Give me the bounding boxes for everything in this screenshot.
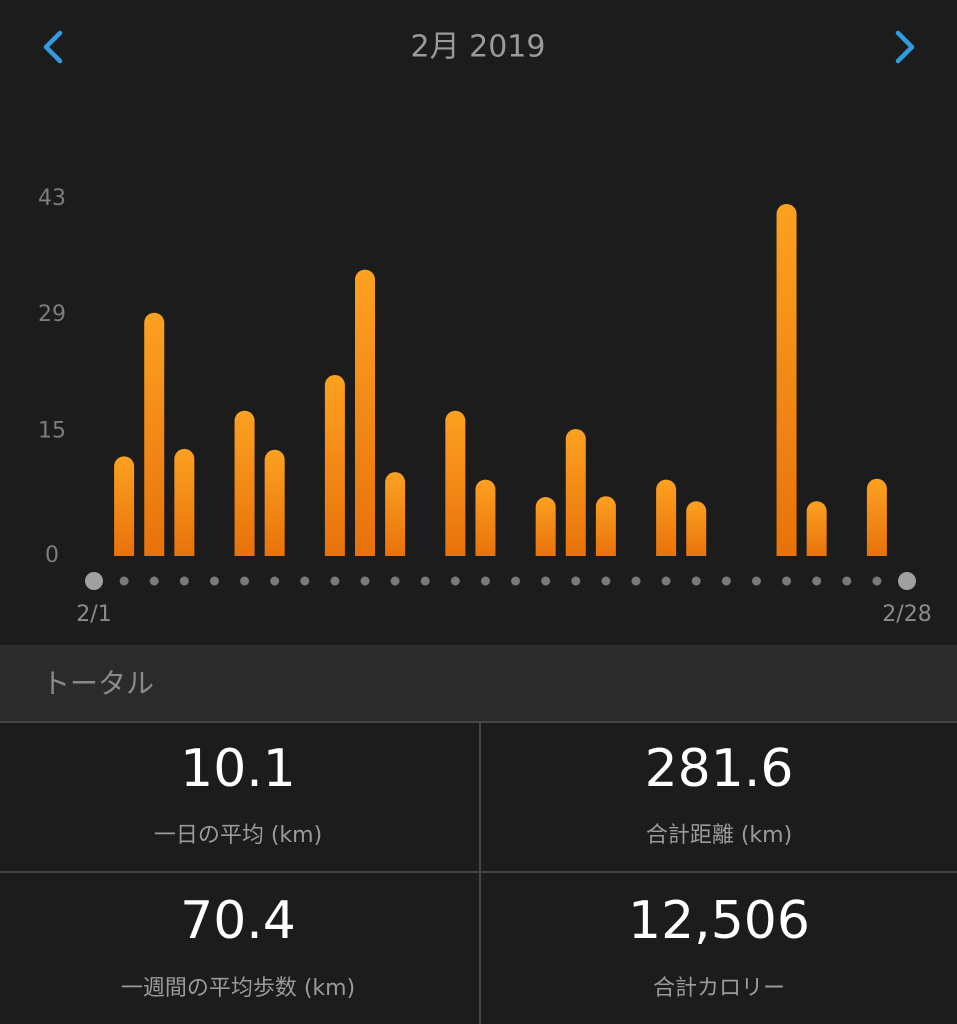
bar [535,497,556,556]
bar [445,410,466,556]
day-dot [360,576,370,586]
bar [656,479,677,556]
bar [174,448,195,556]
day-dot [480,576,490,586]
bar [565,428,586,556]
bar [324,375,345,556]
day-dot [450,576,460,586]
day-dot [541,576,551,586]
day-dot [872,576,882,586]
month-title: 2月 2019 [411,30,546,65]
y-tick-label: 29 [38,302,66,327]
section-header [0,645,957,722]
bar [595,496,616,556]
day-dot [390,576,400,586]
day-dot [420,576,430,586]
x-tick-label: 2/1 [76,602,111,627]
bar [355,269,375,556]
bar [776,203,797,557]
stat-label: 一週間の平均歩数 (km) [121,976,355,1001]
day-dot [270,576,280,586]
stat-label: 合計カロリー [653,976,785,1001]
stat-label: 一日の平均 (km) [154,823,322,848]
section-title: トータル [42,667,154,700]
bar [385,472,406,556]
next-month-button[interactable] [895,30,915,64]
day-dot [85,572,103,590]
day-dot [330,576,340,586]
day-dot [721,576,731,586]
y-tick-label: 15 [38,418,66,443]
x-tick-label: 2/28 [882,602,931,627]
bar [686,501,707,556]
day-dot [751,576,761,586]
bar [866,478,887,556]
day-dot [240,576,250,586]
y-tick-label: 0 [45,543,59,568]
day-dot [300,576,310,586]
stat-value: 10.1 [180,739,296,799]
chart: 0 15 29 43 2/1 2/28 [38,186,932,627]
day-dot [601,576,611,586]
bar [806,501,827,556]
y-tick-label: 43 [38,186,66,211]
day-dot [149,576,159,586]
day-dot [661,576,671,586]
day-dot [209,576,219,586]
day-dot [511,576,521,586]
bar [114,456,135,556]
bar [144,312,165,556]
day-dot [898,572,916,590]
bar [264,449,285,556]
day-dot [179,576,189,586]
stat-value: 281.6 [645,739,794,799]
stat-value: 12,506 [628,891,810,951]
day-dot [691,576,701,586]
day-dot [842,576,852,586]
day-dot [782,576,792,586]
bar [234,410,255,556]
day-dot [119,576,129,586]
stat-label: 合計距離 (km) [646,823,792,848]
day-dot [812,576,822,586]
day-dot [571,576,581,586]
prev-month-button[interactable] [43,30,63,64]
bar [475,479,496,556]
stat-value: 70.4 [180,891,296,951]
day-dot [631,576,641,586]
